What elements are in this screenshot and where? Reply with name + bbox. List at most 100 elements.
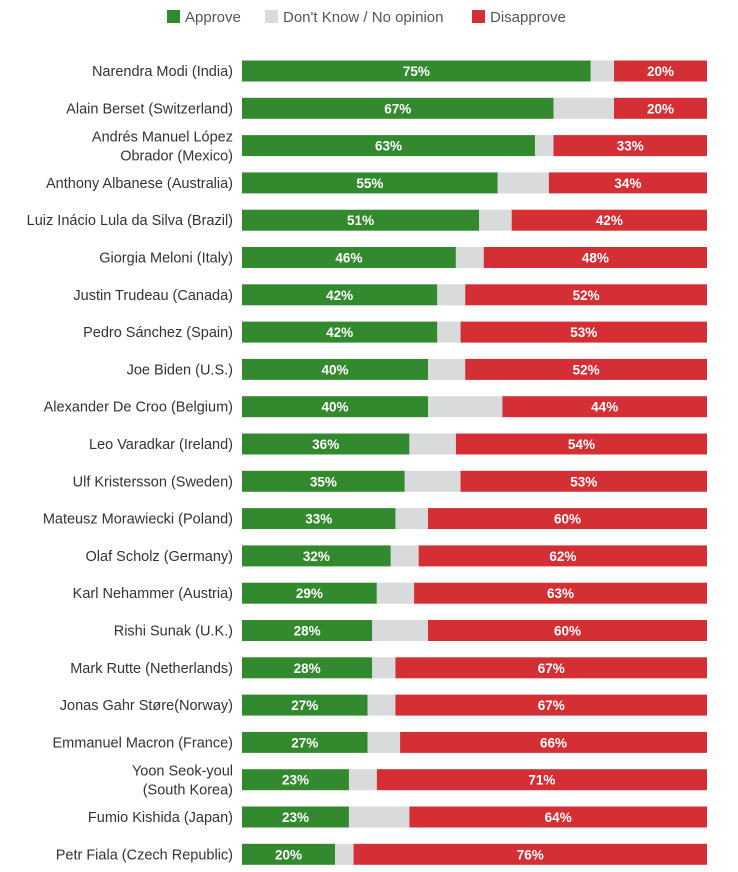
disapprove-bar [395, 694, 707, 716]
approve-bar [242, 135, 535, 157]
approve-bar [242, 806, 349, 828]
legend-swatch [265, 10, 278, 23]
approve-value-label: 28% [294, 661, 321, 676]
disapprove-bar [553, 135, 707, 157]
category-label: Yoon Seok-youl (South Korea) [132, 764, 233, 799]
disapprove-bar [614, 60, 707, 82]
approve-bar [242, 284, 438, 306]
no-opinion-bar [376, 582, 415, 604]
disapprove-value-label: 63% [547, 586, 574, 601]
bar-row: Jonas Gahr Støre(Norway) 27% 67% [60, 694, 707, 716]
approve-bar [242, 247, 456, 268]
approve-value-label: 33% [305, 512, 332, 527]
disapprove-bar [465, 358, 707, 380]
disapprove-value-label: 20% [647, 64, 674, 79]
disapprove-bar [511, 209, 707, 231]
disapprove-value-label: 60% [554, 624, 581, 639]
disapprove-value-label: 34% [614, 176, 641, 191]
disapprove-value-label: 76% [517, 847, 544, 862]
disapprove-value-label: 53% [570, 474, 597, 489]
category-label: Justin Trudeau (Canada) [73, 288, 233, 304]
disapprove-bar [376, 769, 707, 791]
approve-value-label: 23% [282, 810, 309, 825]
legend-swatch [167, 10, 180, 23]
approve-bar [242, 60, 591, 82]
bar-row: Olaf Scholz (Germany) 32% 62% [86, 545, 707, 567]
no-opinion-bar [395, 508, 428, 530]
approve-bar [242, 97, 554, 119]
no-opinion-bar [428, 358, 466, 380]
bar-row: Petr Fiala (Czech Republic) 20% 76% [56, 843, 707, 865]
disapprove-bar [465, 284, 707, 306]
bar-row: Leo Varadkar (Ireland) 36% 54% [89, 433, 707, 455]
bar-row: Alexander De Croo (Belgium) 40% 44% [44, 396, 707, 418]
approve-bar [242, 769, 349, 791]
no-opinion-bar [372, 620, 428, 641]
no-opinion-bar [479, 209, 512, 231]
legend-label: Don't Know / No opinion [283, 9, 443, 26]
approve-value-label: 40% [321, 400, 348, 415]
category-label: Alexander De Croo (Belgium) [44, 400, 233, 416]
bar-row: Ulf Kristersson (Sweden) 35% 53% [73, 470, 707, 492]
legend: Approve Don't Know / No opinion Disapprove [167, 9, 566, 26]
disapprove-value-label: 62% [549, 549, 576, 564]
approve-value-label: 75% [403, 64, 430, 79]
disapprove-value-label: 44% [591, 400, 618, 415]
category-label-line: Obrador (Mexico) [120, 149, 233, 165]
legend-item: Don't Know / No opinion [265, 9, 443, 26]
category-label: Alain Berset (Switzerland) [66, 101, 233, 117]
disapprove-value-label: 48% [582, 251, 609, 266]
approve-bar [242, 470, 405, 492]
disapprove-value-label: 54% [568, 437, 595, 452]
category-label: Giorgia Meloni (Italy) [99, 251, 233, 267]
no-opinion-bar [409, 433, 456, 455]
no-opinion-bar [428, 396, 503, 418]
category-label: Petr Fiala (Czech Republic) [56, 847, 233, 863]
approve-bar [242, 545, 391, 567]
disapprove-bar [455, 433, 707, 455]
approve-value-label: 28% [294, 624, 321, 639]
disapprove-bar [548, 172, 707, 194]
no-opinion-bar [437, 284, 466, 306]
legend-item: Disapprove [472, 9, 566, 26]
approve-value-label: 63% [375, 139, 402, 154]
approve-value-label: 27% [291, 735, 318, 750]
category-label: Fumio Kishida (Japan) [88, 810, 233, 826]
category-label: Pedro Sánchez (Spain) [83, 325, 233, 341]
category-label: Karl Nehammer (Austria) [73, 586, 233, 602]
no-opinion-bar [335, 843, 354, 865]
no-opinion-bar [455, 247, 484, 268]
legend-item: Approve [167, 9, 241, 26]
disapprove-bar [353, 843, 707, 865]
no-opinion-bar [553, 97, 614, 119]
approve-value-label: 35% [310, 474, 337, 489]
bar-row: Fumio Kishida (Japan) 23% 64% [88, 806, 707, 828]
disapprove-value-label: 67% [538, 661, 565, 676]
bar-row: Giorgia Meloni (Italy) 46% 48% [99, 247, 707, 268]
approve-bar [242, 582, 377, 604]
disapprove-value-label: 53% [570, 325, 597, 340]
category-label: Narendra Modi (India) [92, 64, 233, 80]
no-opinion-bar [367, 694, 396, 716]
bar-row: Justin Trudeau (Canada) 42% 52% [73, 284, 707, 306]
bar-row: Joe Biden (U.S.) 40% 52% [127, 358, 707, 380]
disapprove-bar [428, 508, 707, 530]
bar-row: Mateusz Morawiecki (Poland) 33% 60% [43, 508, 707, 530]
approve-bar [242, 433, 410, 455]
bar-row: Anthony Albanese (Australia) 55% 34% [46, 172, 707, 194]
approve-value-label: 51% [347, 213, 374, 228]
category-label: Luiz Inácio Lula da Silva (Brazil) [27, 213, 233, 229]
no-opinion-bar [437, 321, 461, 343]
disapprove-bar [409, 806, 707, 828]
disapprove-bar [400, 731, 707, 753]
disapprove-value-label: 71% [528, 773, 555, 788]
approve-value-label: 32% [303, 549, 330, 564]
disapprove-bar [418, 545, 707, 567]
disapprove-bar [483, 247, 707, 268]
bar-row: Narendra Modi (India) 75% 20% [92, 60, 707, 82]
no-opinion-bar [348, 769, 377, 791]
disapprove-value-label: 67% [538, 698, 565, 713]
bar-row: Andrés Manuel López Obrador (Mexico) 63% 33… [92, 130, 707, 165]
bar-row: Emmanuel Macron (France) 27% 66% [53, 731, 707, 753]
